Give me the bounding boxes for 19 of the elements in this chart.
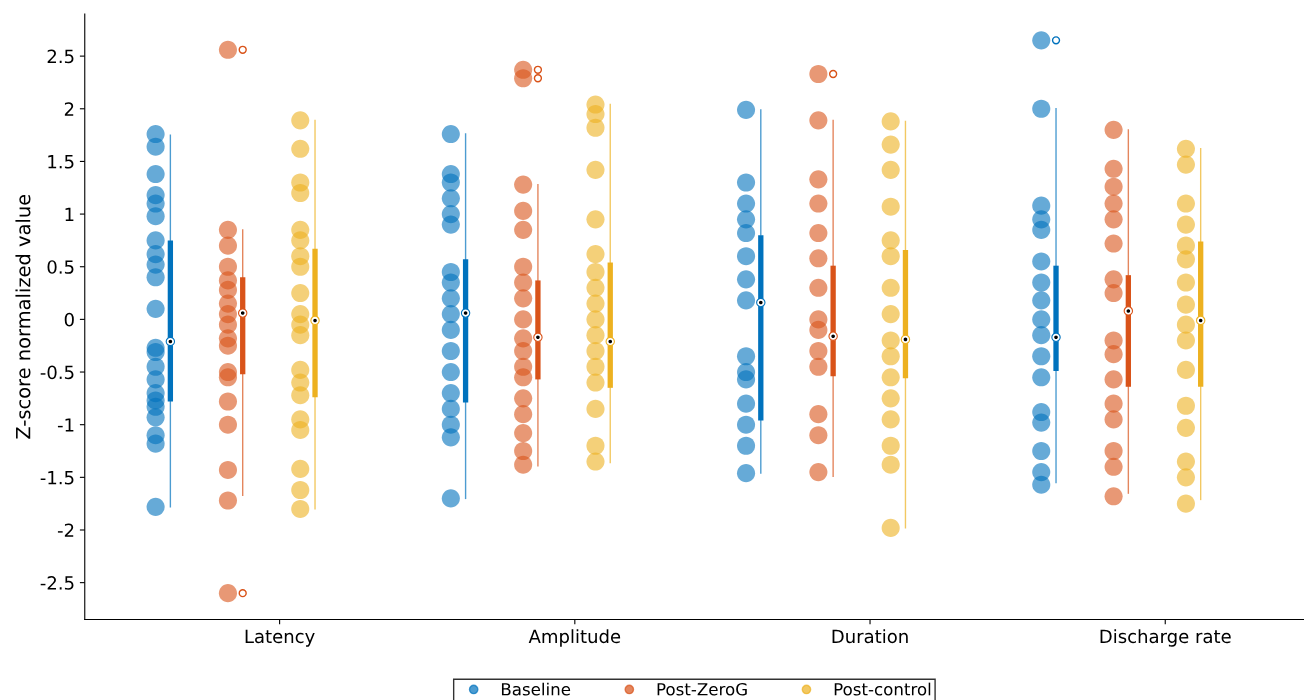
y-tick-label: -2.5 xyxy=(40,576,74,590)
y-tick-label: -0.5 xyxy=(40,365,74,380)
y-tick-label: 0.5 xyxy=(47,260,74,274)
y-tick-label: -1 xyxy=(57,418,74,432)
y-tick-label: -1.5 xyxy=(40,471,74,485)
y-tick-label: 0 xyxy=(64,312,74,327)
y-axis-title: Z-score normalized value xyxy=(15,194,31,439)
x-tick-label: Duration xyxy=(832,629,908,644)
y-tick-label: 1 xyxy=(65,207,74,221)
x-tick-label: Discharge rate xyxy=(1100,629,1231,647)
x-tick-label: Latency xyxy=(245,629,315,647)
y-tick-label: -2 xyxy=(57,523,74,537)
y-tick-label: 1.5 xyxy=(48,155,74,169)
legend-label: Post-control xyxy=(834,682,931,696)
legend-label: Post-ZeroG xyxy=(657,682,747,696)
x-tick-label: Amplitude xyxy=(528,629,621,647)
y-tick-label: 2.5 xyxy=(47,49,74,64)
legend-label: Baseline xyxy=(501,682,571,696)
y-tick-label: 2 xyxy=(64,102,74,116)
